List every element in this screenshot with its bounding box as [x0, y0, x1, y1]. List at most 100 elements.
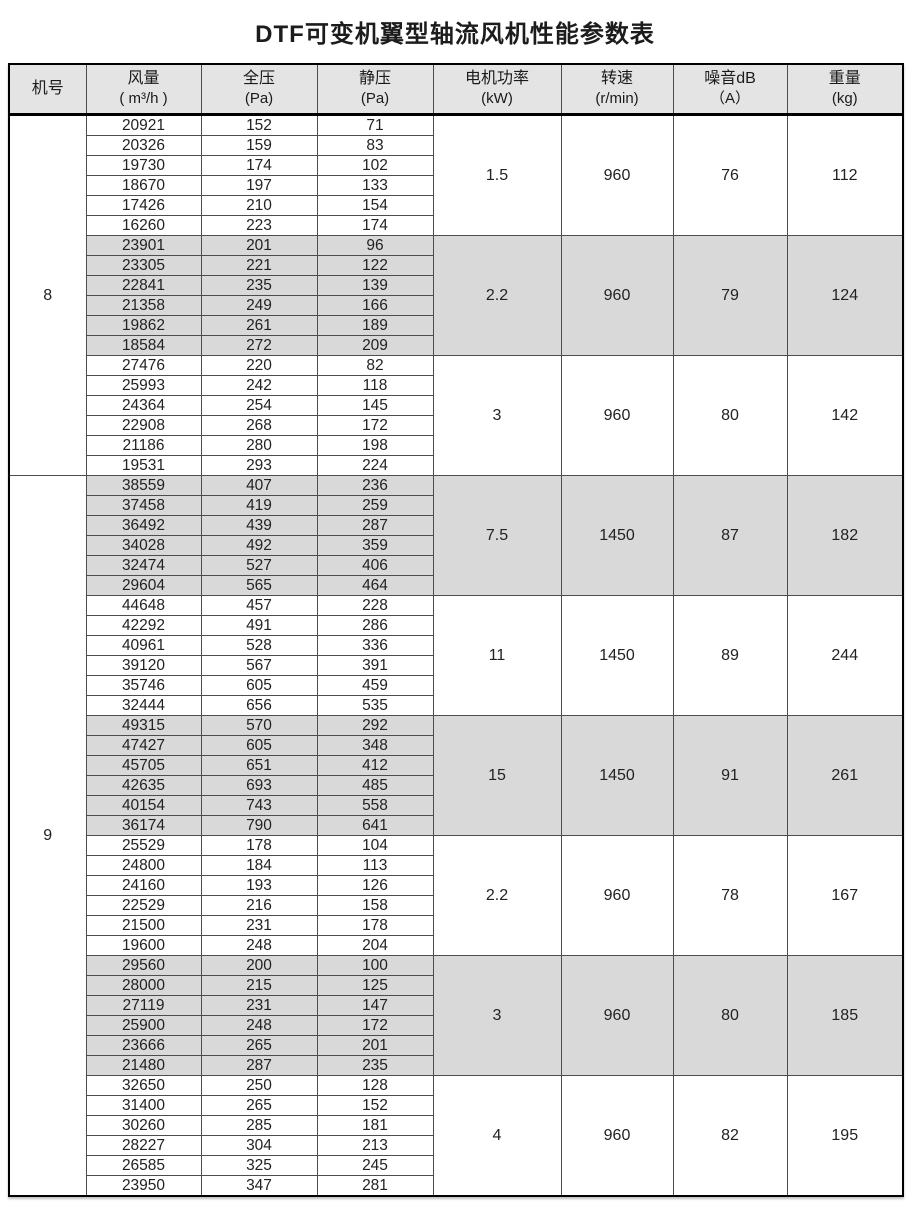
header-row: 机号 风量 ( m³/h ) 全压 (Pa) 静压 (Pa) 电机功率 (kW) 转速 (r/min…	[8, 63, 904, 116]
flow-cell: 32444	[85, 694, 202, 716]
table-row: 32474 527 406	[9, 554, 903, 576]
table-row: 23666 265 201	[9, 1034, 903, 1056]
table-row: 40154 743 558	[9, 794, 903, 816]
total-pressure-cell: 242	[200, 374, 318, 396]
flow-cell: 21186	[85, 434, 202, 456]
power-cell: 4	[432, 1074, 562, 1196]
weight-cell: 182	[786, 474, 904, 596]
table-row: 19600 248 204	[9, 934, 903, 956]
total-pressure-cell: 265	[200, 1094, 318, 1116]
static-pressure-cell: 204	[316, 934, 434, 956]
static-pressure-cell: 464	[316, 574, 434, 596]
power-cell: 11	[432, 594, 562, 716]
flow-cell: 31400	[85, 1094, 202, 1116]
static-pressure-cell: 118	[316, 374, 434, 396]
flow-cell: 23950	[85, 1174, 202, 1196]
noise-cell: 78	[672, 834, 788, 956]
header-label: 转速	[600, 69, 633, 87]
header-unit: (kg)	[831, 89, 858, 107]
total-pressure-cell: 200	[200, 954, 318, 976]
weight-cell: 167	[786, 834, 904, 956]
static-pressure-cell: 152	[316, 1094, 434, 1116]
speed-cell: 1450	[560, 594, 674, 716]
column-header-speed: 转速 (r/min)	[560, 63, 674, 116]
table-row: 47427 605 348	[9, 734, 903, 756]
power-cell: 3	[432, 954, 562, 1076]
table-row: 32444 656 535	[9, 694, 903, 716]
static-pressure-cell: 292	[316, 714, 434, 736]
static-pressure-cell: 172	[316, 1014, 434, 1036]
total-pressure-cell: 492	[200, 534, 318, 556]
table-row: 22908 268 172	[9, 414, 903, 436]
total-pressure-cell: 268	[200, 414, 318, 436]
static-pressure-cell: 209	[316, 334, 434, 356]
weight-cell: 124	[786, 234, 904, 356]
static-pressure-cell: 535	[316, 694, 434, 716]
flow-cell: 17426	[85, 194, 202, 216]
table-row: 45705 651 412	[9, 754, 903, 776]
table-row: 23950 347 281	[9, 1174, 903, 1196]
header-unit: ( m³/h )	[119, 89, 168, 107]
flow-cell: 49315	[85, 714, 202, 736]
power-cell: 2.2	[432, 834, 562, 956]
table-row: 22529 216 158	[9, 894, 903, 916]
total-pressure-cell: 790	[200, 814, 318, 836]
flow-cell: 23901	[85, 234, 202, 256]
static-pressure-cell: 158	[316, 894, 434, 916]
table-row: 34028 492 359	[9, 534, 903, 556]
header-unit: (Pa)	[244, 89, 274, 107]
total-pressure-cell: 439	[200, 514, 318, 536]
total-pressure-cell: 605	[200, 734, 318, 756]
static-pressure-cell: 154	[316, 194, 434, 216]
column-header-total-pressure: 全压 (Pa)	[200, 63, 318, 116]
total-pressure-cell: 223	[200, 214, 318, 236]
static-pressure-cell: 412	[316, 754, 434, 776]
header-label: 机号	[31, 79, 64, 97]
weight-cell: 244	[786, 594, 904, 716]
flow-cell: 37458	[85, 494, 202, 516]
table-row: 30260 285 181	[9, 1114, 903, 1136]
total-pressure-cell: 347	[200, 1174, 318, 1196]
table-row: 23305 221 122	[9, 254, 903, 276]
total-pressure-cell: 304	[200, 1134, 318, 1156]
static-pressure-cell: 336	[316, 634, 434, 656]
static-pressure-cell: 166	[316, 294, 434, 316]
static-pressure-cell: 287	[316, 514, 434, 536]
static-pressure-cell: 348	[316, 734, 434, 756]
machine-no-cell: 8	[8, 113, 87, 476]
flow-cell: 23305	[85, 254, 202, 276]
total-pressure-cell: 743	[200, 794, 318, 816]
static-pressure-cell: 71	[316, 113, 434, 136]
static-pressure-cell: 133	[316, 174, 434, 196]
total-pressure-cell: 159	[200, 134, 318, 156]
flow-cell: 19531	[85, 454, 202, 476]
table-row: 27119 231 147	[9, 994, 903, 1016]
table-row: 23901 201 96 2.2 960 79 124	[9, 234, 904, 356]
total-pressure-cell: 231	[200, 914, 318, 936]
power-cell: 1.5	[432, 113, 562, 236]
flow-cell: 20326	[85, 134, 202, 156]
total-pressure-cell: 280	[200, 434, 318, 456]
flow-cell: 39120	[85, 654, 202, 676]
power-cell: 15	[432, 714, 562, 836]
table-row: 25529 178 104 2.2 960 78 167	[9, 834, 904, 956]
column-header-weight: 重量 (kg)	[786, 63, 904, 116]
total-pressure-cell: 193	[200, 874, 318, 896]
table-row: 21480 287 235	[9, 1054, 903, 1076]
table-header: 机号 风量 ( m³/h ) 全压 (Pa) 静压 (Pa) 电机功率 (kW) 转速 (r/min…	[8, 63, 904, 116]
static-pressure-cell: 102	[316, 154, 434, 176]
header-label: 噪音dB	[704, 69, 756, 87]
flow-cell: 29560	[85, 954, 202, 976]
static-pressure-cell: 172	[316, 414, 434, 436]
static-pressure-cell: 641	[316, 814, 434, 836]
static-pressure-cell: 96	[316, 234, 434, 256]
flow-cell: 20921	[85, 113, 202, 136]
flow-cell: 16260	[85, 214, 202, 236]
table-row: 9 38559 407 236 7.5 1450 87 182	[8, 474, 904, 1196]
total-pressure-cell: 457	[200, 594, 318, 616]
static-pressure-cell: 104	[316, 834, 434, 856]
flow-cell: 21480	[85, 1054, 202, 1076]
total-pressure-cell: 651	[200, 754, 318, 776]
static-pressure-cell: 181	[316, 1114, 434, 1136]
